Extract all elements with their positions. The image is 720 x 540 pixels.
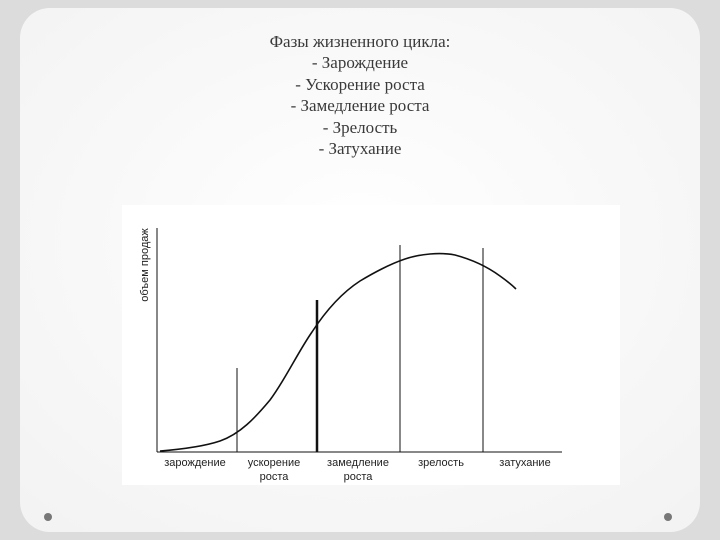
- stage-label: затухание: [499, 457, 550, 469]
- stage-label: роста: [344, 471, 374, 483]
- title-item: - Ускорение роста: [295, 75, 425, 94]
- stage-label: зрелость: [418, 457, 464, 469]
- title-item: - Зрелость: [323, 118, 398, 137]
- title-item: - Зарождение: [312, 53, 408, 72]
- title-heading: Фазы жизненного цикла:: [270, 32, 451, 51]
- stage-label: зарождение: [164, 457, 226, 469]
- title-item: - Затухание: [319, 139, 402, 158]
- life-cycle-curve: [159, 252, 517, 452]
- stage-label: замедление: [327, 457, 389, 469]
- y-axis-label: объем продаж: [139, 228, 151, 302]
- decor-dot: [664, 513, 672, 521]
- stage-label: роста: [260, 471, 290, 483]
- decor-dot: [44, 513, 52, 521]
- title-block: Фазы жизненного цикла: - Зарождение - Ус…: [270, 32, 451, 158]
- stage-label: ускорение: [248, 457, 301, 469]
- title-item: - Замедление роста: [291, 96, 430, 115]
- diagram-panel: [122, 205, 620, 485]
- diagram: объем продаж зарождение ускорение роста …: [122, 205, 620, 485]
